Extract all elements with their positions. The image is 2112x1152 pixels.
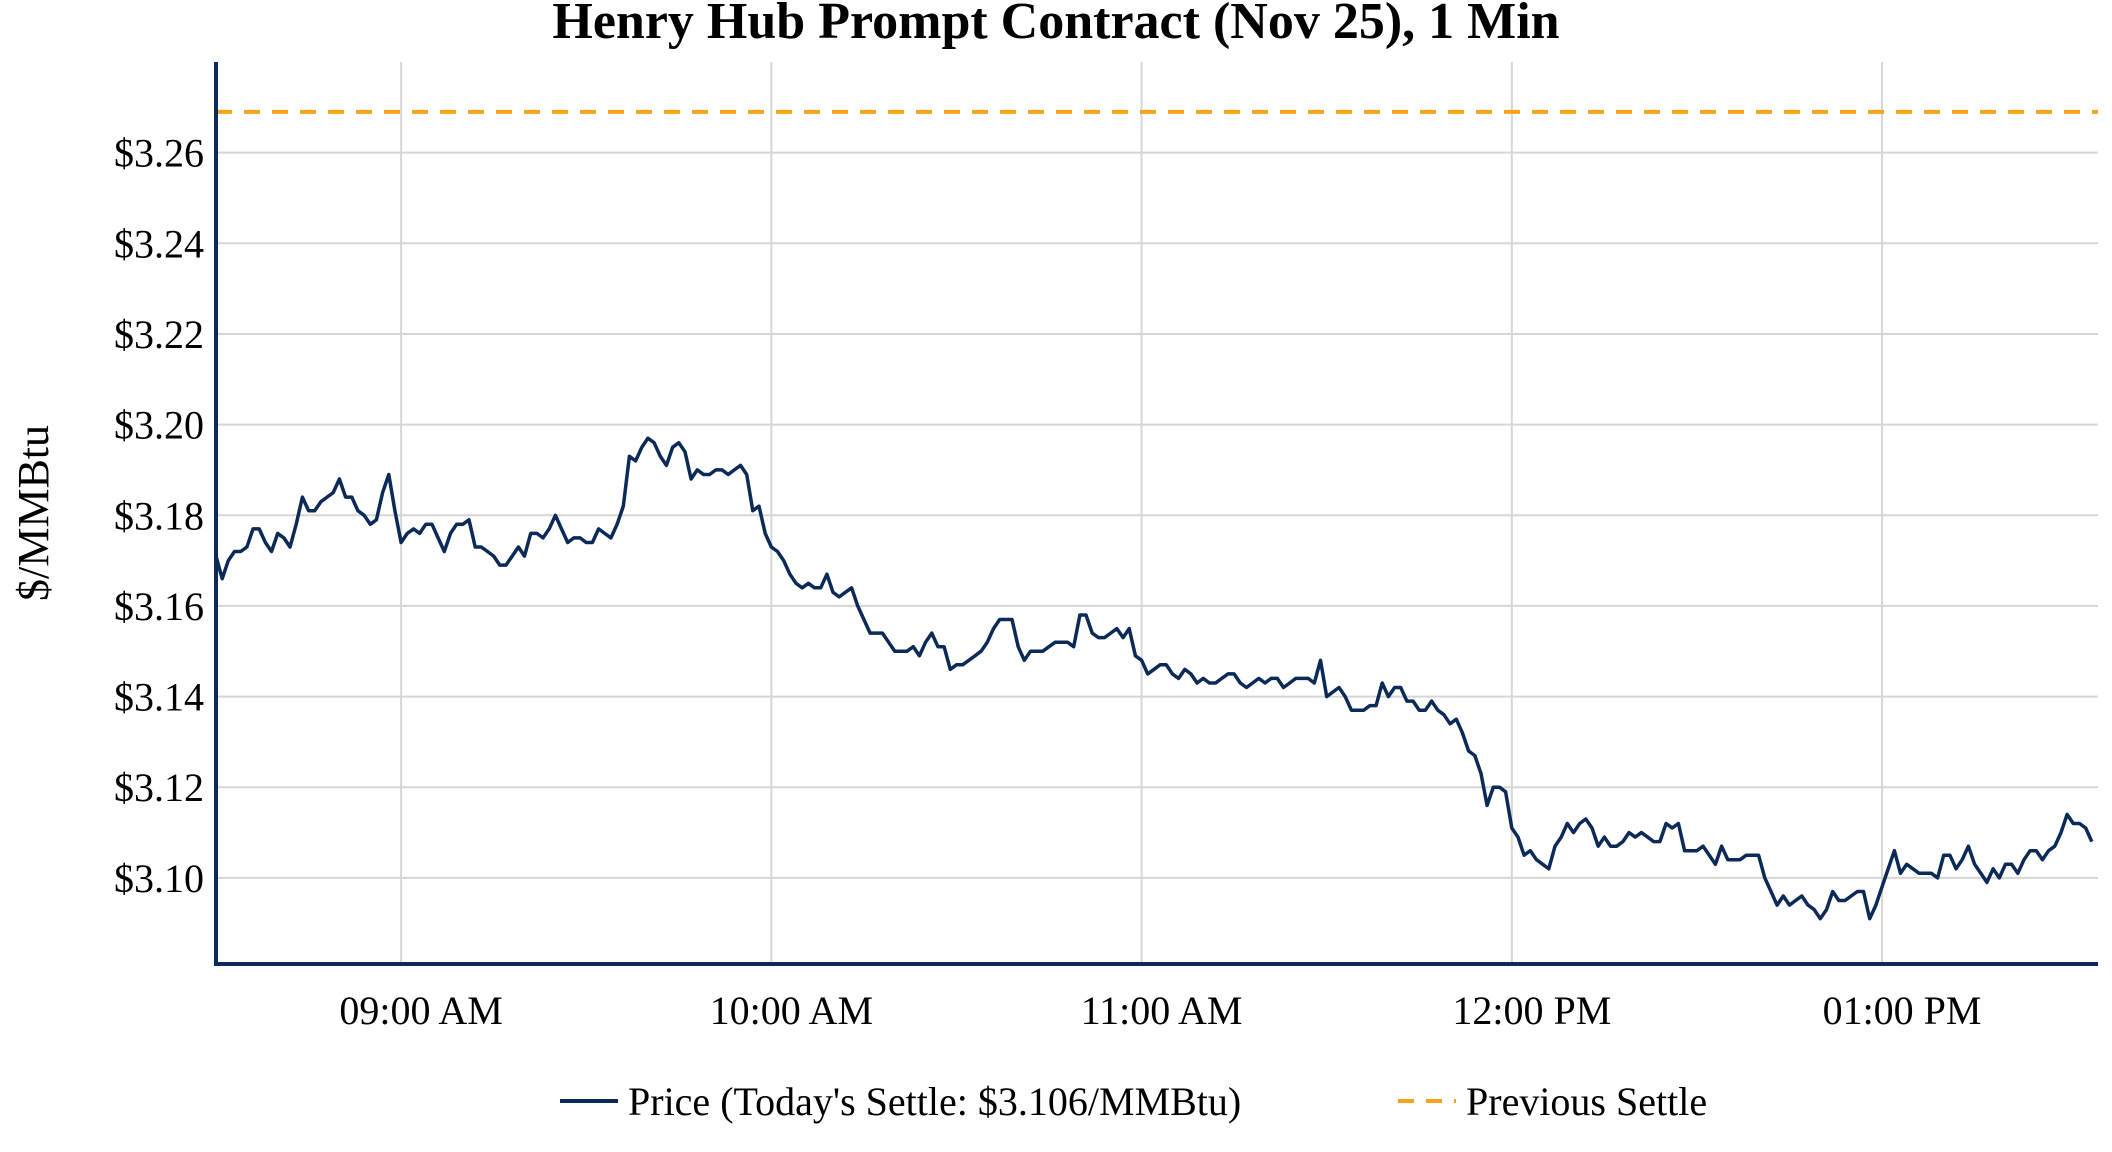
grid-lines — [216, 62, 2098, 964]
x-tick-label: 10:00 AM — [710, 988, 873, 1033]
y-tick-label: $3.22 — [114, 312, 204, 357]
y-tick-label: $3.24 — [114, 221, 204, 266]
price-series-line — [214, 436, 2094, 921]
y-tick-label: $3.18 — [114, 493, 204, 538]
legend-price-label: Price (Today's Settle: $3.106/MMBtu) — [628, 1079, 1241, 1124]
legend: Price (Today's Settle: $3.106/MMBtu) Pre… — [560, 1079, 1707, 1124]
x-tick-label: 09:00 AM — [339, 988, 502, 1033]
y-tick-label: $3.12 — [114, 765, 204, 810]
y-tick-label: $3.16 — [114, 584, 204, 629]
y-tick-label: $3.14 — [114, 675, 204, 720]
x-tick-label: 01:00 PM — [1823, 988, 1982, 1033]
y-axis-title: $/MMBtu — [9, 425, 58, 601]
x-tick-label: 11:00 AM — [1081, 988, 1243, 1033]
x-tick-label: 12:00 PM — [1452, 988, 1611, 1033]
x-tick-labels: 09:00 AM 10:00 AM 11:00 AM 12:00 PM 01:00 PM — [339, 988, 1981, 1033]
y-tick-label: $3.10 — [114, 856, 204, 901]
legend-previous-settle-label: Previous Settle — [1466, 1079, 1707, 1124]
y-tick-label: $3.26 — [114, 131, 204, 176]
y-tick-labels: $3.10 $3.12 $3.14 $3.16 $3.18 $3.20 $3.22 $3.24… — [114, 131, 204, 901]
chart-title: Henry Hub Prompt Contract (Nov 25), 1 Mi… — [552, 0, 1559, 50]
y-tick-label: $3.20 — [114, 403, 204, 448]
